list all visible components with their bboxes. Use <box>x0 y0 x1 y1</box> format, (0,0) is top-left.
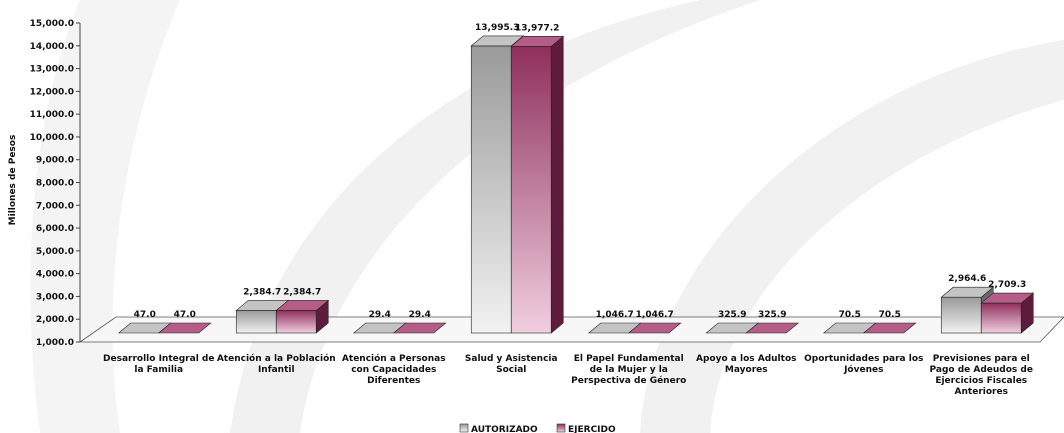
y-tick-label: 12,000.0 <box>30 87 74 97</box>
y-tick-label: 8,000.0 <box>36 179 74 189</box>
y-tick-label: 13,000.0 <box>30 65 74 75</box>
x-tick-label: Anteriores <box>955 387 1008 397</box>
x-tick-label: Ejercicios Fiscales <box>935 376 1027 386</box>
x-tick-label: Mayores <box>725 365 768 375</box>
legend-label-autorizado: AUTORIZADO <box>471 425 538 433</box>
data-label: 70.5 <box>839 310 861 320</box>
bar-front <box>941 297 981 333</box>
chart-floor <box>80 317 1064 342</box>
x-tick-label: Desarrollo Integral de <box>103 354 214 364</box>
bar-ejercido <box>511 36 563 333</box>
x-tick-label: Oportunidades para los <box>804 354 923 364</box>
data-label: 2,384.7 <box>283 287 321 297</box>
data-label: 1,046.7 <box>636 310 674 320</box>
y-tick-label: 2,000.0 <box>36 315 74 325</box>
x-tick-label: Pago de Adeudos de <box>930 365 1033 375</box>
data-label: 2,964.6 <box>948 274 986 284</box>
y-tick-label: 5,000.0 <box>36 247 74 257</box>
bar-ejercido <box>981 293 1033 333</box>
y-tick-label: 1,000.0 <box>36 338 74 348</box>
y-tick-label: 9,000.0 <box>36 156 74 166</box>
data-label: 13,995.3 <box>475 23 519 33</box>
x-tick-label: Jóvenes <box>843 364 883 375</box>
bar-front <box>511 46 551 333</box>
x-tick-label: Diferentes <box>367 376 420 386</box>
y-tick-label: 14,000.0 <box>30 42 74 52</box>
y-tick-label: 6,000.0 <box>36 224 74 234</box>
data-label: 29.4 <box>369 310 391 320</box>
legend-label-ejercido: EJERCIDO <box>568 425 616 433</box>
x-tick-label: Salud y Asistencia <box>465 354 558 364</box>
data-label: 47.0 <box>174 310 196 320</box>
data-label: 2,709.3 <box>988 280 1026 290</box>
x-tick-label: Previsiones para el <box>933 354 1030 364</box>
x-tick-label: Infantil <box>258 365 295 375</box>
x-tick-label: Apoyo a los Adultos <box>696 354 796 364</box>
data-label: 325.9 <box>718 310 746 320</box>
bar-front <box>236 310 276 333</box>
bar-front <box>276 310 316 333</box>
y-tick-label: 15,000.0 <box>30 19 74 29</box>
x-tick-label: la Familia <box>134 365 183 375</box>
data-label: 47.0 <box>134 310 156 320</box>
bar-front <box>471 46 511 333</box>
y-tick-label: 3,000.0 <box>36 292 74 302</box>
bar-ejercido <box>276 300 328 333</box>
y-tick-label: 10,000.0 <box>30 133 74 143</box>
x-tick-label: El Papel Fundamental <box>574 354 684 364</box>
legend-swatch-ejercido <box>557 424 565 432</box>
bar-side <box>551 36 563 333</box>
x-tick-label: Atención a la Población <box>217 353 336 364</box>
x-tick-label: con Capacidades <box>351 365 436 375</box>
legend: AUTORIZADO EJERCIDO <box>460 424 616 433</box>
legend-swatch-autorizado <box>460 424 468 432</box>
y-tick-label: 11,000.0 <box>30 110 74 120</box>
x-tick-label: Social <box>496 365 526 375</box>
data-label: 70.5 <box>879 310 901 320</box>
data-label: 2,384.7 <box>243 287 281 297</box>
data-label: 13,977.2 <box>515 23 559 33</box>
data-label: 1,046.7 <box>596 310 634 320</box>
x-tick-label: Atención a Personas <box>342 353 446 364</box>
x-tick-label: Perspectiva de Género <box>571 375 686 386</box>
y-tick-label: 4,000.0 <box>36 270 74 280</box>
bar-front <box>981 303 1021 333</box>
y-axis-title: Millones de Pesos <box>8 135 18 226</box>
y-tick-label: 7,000.0 <box>36 201 74 211</box>
x-tick-label: de la Mujer y la <box>590 365 668 375</box>
data-label: 325.9 <box>758 310 786 320</box>
data-label: 29.4 <box>409 310 431 320</box>
